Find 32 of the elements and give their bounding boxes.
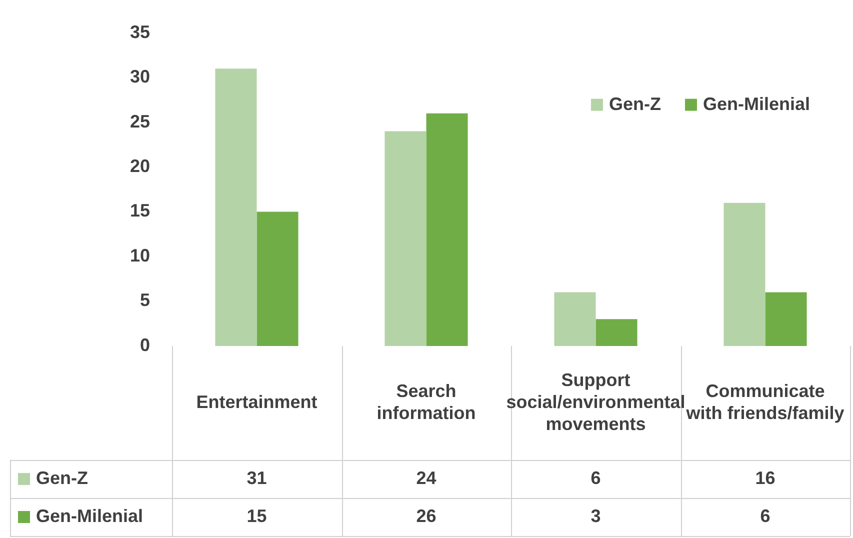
y-tick-label: 5 (140, 290, 150, 310)
bar (256, 212, 298, 346)
bar (724, 202, 766, 346)
x-tick-label: Communicate with friends/family (685, 380, 844, 423)
data-label: 6 (590, 468, 601, 488)
data-label: 26 (416, 506, 436, 526)
data-label: 16 (755, 468, 776, 488)
x-tick-label: Support social/environmental movements (506, 370, 686, 434)
y-tick-label: 0 (140, 334, 150, 355)
data-label: 24 (416, 468, 436, 488)
bar (426, 113, 468, 346)
y-tick-label: 20 (130, 156, 150, 176)
bar (215, 68, 257, 346)
bar (384, 131, 426, 346)
text: Gen-Milenial (36, 506, 144, 526)
legend-label: Gen-Milenial (702, 94, 810, 114)
y-tick-label: 10 (130, 245, 150, 266)
y-tick-label: 35 (130, 22, 150, 42)
y-tick-label: 15 (130, 200, 150, 221)
bar (554, 292, 596, 346)
data-label: 15 (246, 506, 267, 526)
data-label: 31 (246, 468, 267, 488)
y-tick-label: 30 (130, 66, 150, 87)
bar (596, 319, 638, 346)
data-label: 3 (590, 506, 601, 526)
bar (765, 292, 807, 346)
data-label: 6 (760, 506, 770, 526)
x-tick-label: Search information (376, 380, 476, 423)
text: Gen-Z (36, 468, 88, 488)
legend-label: Gen-Z (608, 94, 661, 114)
y-tick-label: 25 (130, 111, 150, 132)
x-tick-label: Entertainment (196, 392, 318, 412)
